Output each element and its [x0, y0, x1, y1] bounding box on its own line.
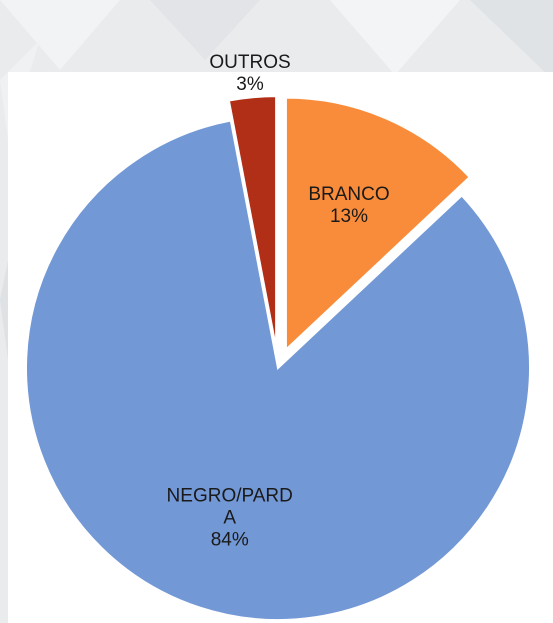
- slice-label-outros: OUTROS 3%: [209, 52, 290, 95]
- slice-label-negro-parda: NEGRO/PARD A 84%: [167, 486, 293, 551]
- slice-label-branco: BRANCO 13%: [308, 184, 389, 227]
- pie-slice-outros: [227, 95, 278, 349]
- pie-slice-branco: [284, 96, 472, 352]
- pie-slice-negro-parda: [25, 119, 531, 621]
